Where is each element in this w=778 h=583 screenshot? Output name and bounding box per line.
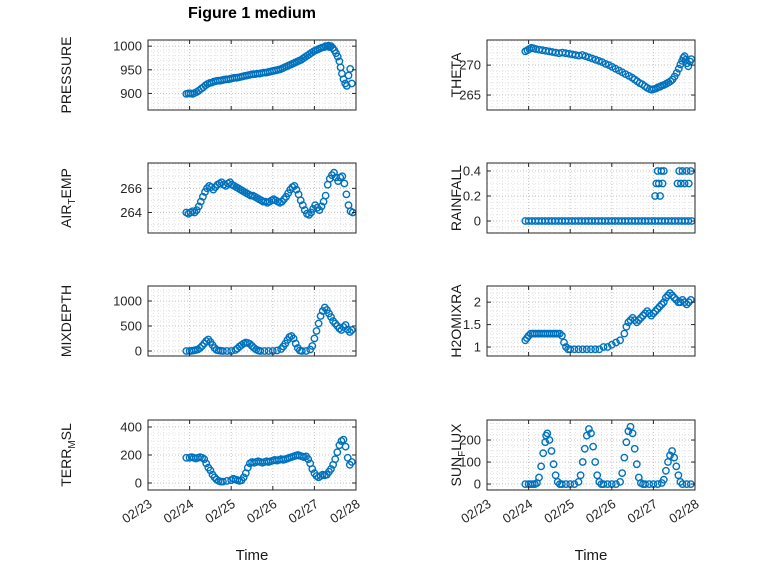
ytick-label: 0.4	[463, 164, 481, 179]
ytick-label: 266	[120, 181, 142, 196]
ytick-label: 200	[120, 448, 142, 463]
series-rainfall	[521, 167, 696, 225]
panel-pressure: 900 950 1000	[113, 39, 357, 111]
figure-title: Figure 1 medium	[187, 5, 317, 22]
ytick-label: 264	[120, 205, 142, 220]
series-air-temp	[182, 168, 357, 219]
panel-air-temp: 264 266	[120, 162, 357, 234]
axes-box	[147, 419, 357, 491]
ytick-label: 0	[474, 214, 481, 229]
axes-box	[147, 162, 357, 234]
ytick-label: 400	[120, 420, 142, 435]
ytick-label: 2	[474, 295, 481, 310]
axes-box	[147, 39, 357, 111]
series-h2omixra	[521, 289, 695, 354]
ytick-label: 0	[135, 344, 142, 359]
axes-box	[486, 39, 696, 111]
ytick-label: 1000	[113, 39, 142, 54]
series-terr-msl	[182, 435, 356, 486]
series-mixdepth	[182, 303, 356, 355]
ytick-label: 950	[120, 62, 142, 77]
ytick-label: 1	[474, 340, 481, 355]
panel-h2omixra: 11.52	[463, 285, 696, 357]
xtick-label: 02/23	[119, 496, 154, 526]
xtick-label: 02/25	[541, 496, 576, 526]
axes-box	[147, 285, 357, 357]
ytick-label: 500	[120, 319, 142, 334]
ytick-label: 100	[459, 455, 481, 470]
xtick-label: 02/25	[202, 496, 237, 526]
axes-box	[486, 285, 696, 357]
ytick-label: 1.5	[463, 317, 481, 332]
panel-mixdepth: 0 500 1000	[113, 285, 357, 359]
xtick-label: 02/24	[500, 496, 535, 526]
xtick-label: 02/24	[161, 496, 196, 526]
ylabel-terr-msl: TERRMSL	[58, 423, 78, 487]
panel-terr-msl: 0 200 400 02/23 02/24 02/25 02/26 02/27 02/28	[119, 419, 363, 526]
ytick-label: 1000	[113, 294, 142, 309]
ytick-label: 900	[120, 86, 142, 101]
ytick-label: 200	[459, 433, 481, 448]
panel-theta: 265 270	[459, 39, 696, 111]
xlabel-time-right: Time	[574, 547, 608, 564]
axes-box	[486, 162, 696, 234]
xtick-label: 02/26	[244, 496, 279, 526]
ytick-label: 265	[459, 88, 481, 103]
ytick-label: 0.2	[463, 189, 481, 204]
xtick-label: 02/27	[625, 496, 660, 526]
ylabel-sun-flux: SUNFLUX	[448, 423, 468, 487]
ytick-label: 0	[474, 477, 481, 492]
series-theta	[521, 43, 696, 94]
xtick-label: 02/26	[583, 496, 618, 526]
panel-rainfall: 0 0.2 0.4	[463, 162, 696, 234]
ytick-label: 270	[459, 58, 481, 73]
xtick-label: 02/28	[666, 496, 701, 526]
series-pressure	[182, 41, 356, 98]
ytick-label: 0	[135, 476, 142, 491]
axes-box	[486, 419, 696, 491]
xtick-label: 02/28	[327, 496, 362, 526]
xlabel-time-left: Time	[235, 547, 269, 564]
xtick-label: 02/27	[286, 496, 321, 526]
series-sun-flux	[521, 422, 695, 488]
